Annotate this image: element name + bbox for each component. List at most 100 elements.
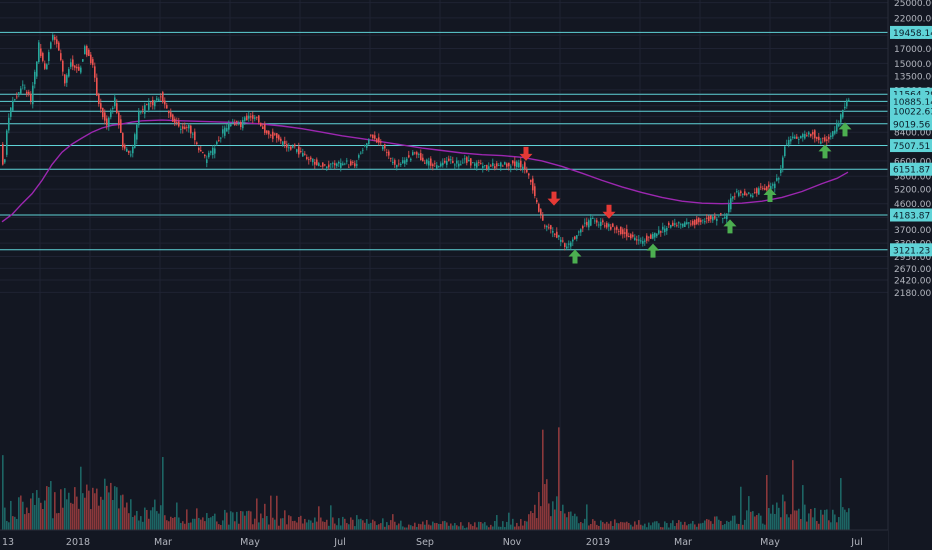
candle bbox=[498, 162, 500, 167]
candle bbox=[552, 227, 554, 238]
candle bbox=[830, 132, 832, 140]
volume-bar bbox=[14, 516, 16, 530]
volume-bar bbox=[642, 525, 644, 530]
candle-body bbox=[746, 194, 748, 196]
candle bbox=[212, 145, 214, 159]
candle-body bbox=[254, 117, 256, 119]
candle bbox=[504, 161, 506, 166]
candle-body bbox=[38, 42, 40, 63]
candle-body bbox=[16, 96, 18, 98]
time-axis[interactable]: 13 2018 Mar May Jul Sep Nov 2019 Mar May Jul bbox=[0, 529, 888, 550]
candle-body bbox=[656, 233, 658, 237]
candle bbox=[120, 115, 122, 133]
volume-bar bbox=[102, 499, 104, 530]
volume-bar bbox=[696, 526, 698, 530]
candle-body bbox=[222, 129, 224, 134]
candle-body bbox=[70, 62, 72, 67]
candle bbox=[474, 161, 476, 169]
candle-body bbox=[338, 161, 340, 164]
volume-bar bbox=[336, 525, 338, 530]
price-axis[interactable]: 28000.0025000.0022000.0019000.0017000.00… bbox=[887, 0, 932, 550]
candle-body bbox=[200, 150, 202, 152]
candle-body bbox=[800, 136, 802, 139]
volume-bar bbox=[450, 523, 452, 530]
volume-bar bbox=[716, 516, 718, 530]
candle-body bbox=[90, 54, 92, 64]
candle-body bbox=[354, 163, 356, 167]
volume-bar bbox=[378, 524, 380, 530]
volume-bar bbox=[88, 490, 90, 530]
candle-body bbox=[554, 233, 556, 235]
candle-body bbox=[348, 166, 350, 168]
candle-body bbox=[270, 134, 272, 136]
candle bbox=[388, 149, 390, 160]
volume-bar bbox=[812, 517, 814, 530]
volume-bar bbox=[360, 518, 362, 530]
candle-body bbox=[760, 186, 762, 188]
volume-bar bbox=[20, 495, 22, 530]
volume-bar bbox=[54, 492, 56, 530]
candle-body bbox=[828, 136, 830, 140]
volume-bar bbox=[26, 507, 28, 530]
horizontal-levels[interactable] bbox=[0, 31, 888, 251]
candle bbox=[742, 193, 744, 198]
candle-body bbox=[650, 234, 652, 239]
candle bbox=[618, 228, 620, 236]
candle-body bbox=[280, 138, 282, 142]
volume-bar bbox=[416, 526, 418, 530]
candle-body bbox=[150, 102, 152, 104]
candle-body bbox=[752, 195, 754, 197]
candle bbox=[488, 162, 490, 172]
candle-body bbox=[34, 71, 36, 85]
volume-bar bbox=[418, 523, 420, 530]
volume-bar bbox=[84, 497, 86, 530]
candle bbox=[468, 155, 470, 162]
candle-body bbox=[596, 220, 598, 223]
up-arrow-icon bbox=[723, 219, 737, 234]
candle-body bbox=[720, 213, 722, 215]
volume-bar bbox=[252, 524, 254, 530]
candle bbox=[480, 159, 482, 165]
time-tick-label: May bbox=[240, 537, 260, 548]
volume-bar bbox=[124, 507, 126, 530]
candle-body bbox=[40, 48, 42, 57]
candle-body bbox=[818, 136, 820, 141]
volume-bar bbox=[86, 484, 88, 530]
candle-body bbox=[362, 149, 364, 151]
candle bbox=[218, 136, 220, 143]
candle bbox=[668, 221, 670, 228]
volume-bar bbox=[742, 524, 744, 530]
candle-body bbox=[296, 149, 298, 152]
volume-bar bbox=[608, 523, 610, 530]
price-tick-label: 13500.00 bbox=[894, 72, 932, 82]
candle-body bbox=[178, 121, 180, 127]
candle-body bbox=[816, 137, 818, 139]
candle-body bbox=[530, 179, 532, 183]
candle-body bbox=[182, 126, 184, 129]
candle bbox=[416, 150, 418, 159]
volume-bar bbox=[112, 499, 114, 530]
candle-body bbox=[534, 186, 536, 197]
candle-body bbox=[714, 216, 716, 219]
candle-body bbox=[648, 236, 650, 238]
candle-body bbox=[368, 139, 370, 145]
volume-bar bbox=[836, 522, 838, 530]
candle bbox=[572, 237, 574, 247]
volume-bar bbox=[666, 522, 668, 530]
volume-bar bbox=[444, 520, 446, 530]
candle-body bbox=[578, 231, 580, 233]
candle bbox=[816, 136, 818, 142]
candle-body bbox=[476, 162, 478, 168]
volume-bar bbox=[670, 523, 672, 530]
candle bbox=[126, 146, 128, 152]
candle-body bbox=[134, 134, 136, 148]
candle-body bbox=[644, 240, 646, 242]
candle-body bbox=[184, 126, 186, 130]
candle bbox=[40, 43, 42, 58]
volume-bar bbox=[826, 509, 828, 530]
volume-bar bbox=[504, 527, 506, 530]
candle-body bbox=[44, 63, 46, 69]
volume-bar bbox=[538, 492, 540, 530]
